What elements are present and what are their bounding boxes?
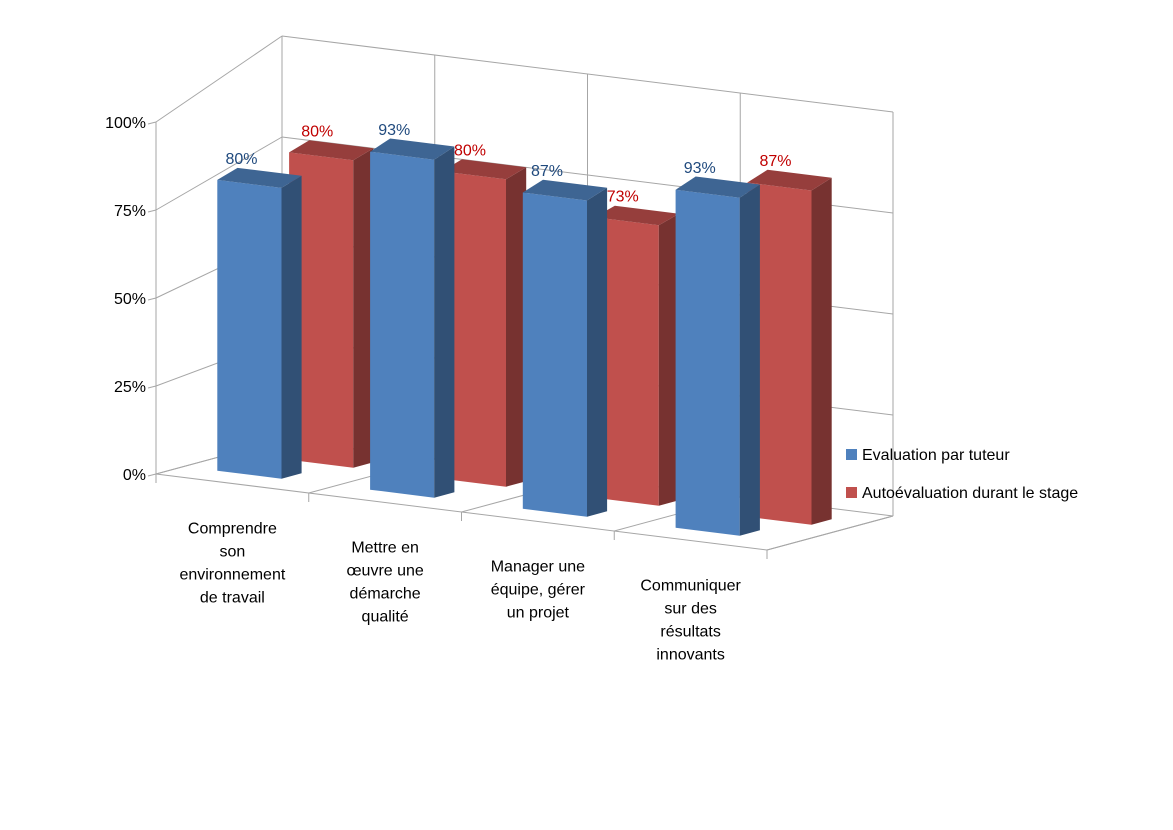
- x-tick-label-line: Manager une: [491, 559, 585, 576]
- bar-front: [675, 189, 740, 536]
- x-tick-label-line: environnement: [179, 567, 285, 584]
- y-axis: 0% 25% 50% 75% 100%: [105, 115, 157, 484]
- y-tick-label: 25%: [114, 379, 146, 396]
- y-tick-mark: [147, 121, 157, 125]
- bar-side: [587, 187, 608, 517]
- legend-swatch: [846, 449, 857, 460]
- legend-label: Autoévaluation durant le stage: [862, 485, 1078, 502]
- bar-side: [434, 146, 455, 498]
- legend: Evaluation par tuteur Autoévaluation dura…: [846, 447, 1078, 502]
- x-tick-label-line: son: [219, 544, 245, 561]
- bar-side: [353, 148, 374, 468]
- y-tick-mark: [147, 209, 157, 213]
- bar-side: [658, 213, 679, 506]
- y-tick-label: 100%: [105, 115, 146, 132]
- bar: [441, 159, 527, 487]
- x-tick-label-line: Mettre en: [351, 540, 419, 557]
- bars: [217, 138, 832, 536]
- bar-front: [217, 179, 282, 479]
- bar-top: [217, 167, 302, 188]
- data-label: 80%: [454, 142, 486, 159]
- y-tick-label: 75%: [114, 203, 146, 220]
- x-tick-label-line: innovants: [656, 647, 725, 664]
- x-tick-label: Comprendre son environnement de travail: [179, 521, 285, 607]
- data-label: 80%: [225, 151, 257, 168]
- bar: [747, 169, 832, 525]
- bar-top: [594, 205, 679, 226]
- x-tick-label-line: qualité: [362, 609, 409, 626]
- bar-side: [506, 167, 527, 487]
- data-labels: 80% 80% 73% 87% 80% 93% 87% 93%: [225, 122, 791, 205]
- side-gridline: [155, 136, 283, 211]
- bar-front: [522, 192, 587, 517]
- data-label: 87%: [531, 163, 563, 180]
- y-tick-mark: [147, 385, 157, 389]
- bar: [594, 205, 679, 506]
- x-tick-label-line: Comprendre: [188, 521, 277, 538]
- data-label: 93%: [378, 122, 410, 139]
- bar-front: [747, 182, 812, 525]
- x-axis: Comprendre son environnement de travail Mett…: [179, 521, 741, 664]
- side-gridline: [155, 35, 283, 123]
- y-tick-mark: [147, 297, 157, 301]
- data-label: 93%: [684, 160, 716, 177]
- data-label: 73%: [607, 188, 639, 205]
- legend-item: Evaluation par tuteur: [846, 447, 1010, 464]
- bar-top: [289, 140, 374, 161]
- bar-top: [675, 176, 760, 198]
- bar-top: [441, 159, 527, 180]
- bar-top: [747, 169, 832, 191]
- bar-side: [739, 184, 760, 536]
- bar-front: [370, 151, 435, 498]
- floor-divider: [766, 515, 894, 551]
- x-tick-label: Manager une équipe, gérer un projet: [491, 559, 586, 622]
- bar: [370, 138, 455, 498]
- x-tick-label-line: Communiquer: [640, 578, 741, 595]
- x-tick-label-line: un projet: [507, 605, 570, 622]
- bar: [675, 176, 760, 536]
- x-tick-label: Communiquer sur des résultats innovants: [640, 578, 741, 664]
- bar-front: [594, 217, 659, 506]
- data-label: 87%: [760, 153, 792, 170]
- x-tick-label: Mettre en œuvre une démarche qualité: [346, 540, 423, 626]
- y-tick-mark: [147, 473, 157, 477]
- x-tick-label-line: sur des: [664, 601, 716, 618]
- bar-side: [811, 177, 832, 525]
- x-tick-label-line: œuvre une: [346, 563, 423, 580]
- x-tick-label-line: de travail: [200, 590, 265, 607]
- bar: [217, 167, 302, 479]
- legend-swatch: [846, 487, 857, 498]
- data-label: 80%: [301, 123, 333, 140]
- bar: [522, 179, 608, 517]
- x-tick-label-line: résultats: [660, 624, 720, 641]
- bar-front: [289, 152, 354, 468]
- x-tick-label-line: démarche: [350, 586, 421, 603]
- bar-front: [441, 171, 506, 487]
- bar-side: [281, 175, 302, 479]
- x-tick-label-line: équipe, gérer: [491, 582, 586, 599]
- legend-item: Autoévaluation durant le stage: [846, 485, 1078, 502]
- legend-label: Evaluation par tuteur: [862, 447, 1010, 464]
- bar: [289, 140, 374, 468]
- bar-top: [370, 138, 455, 160]
- y-tick-label: 0%: [123, 467, 146, 484]
- bar-top: [522, 179, 608, 201]
- y-tick-label: 50%: [114, 291, 146, 308]
